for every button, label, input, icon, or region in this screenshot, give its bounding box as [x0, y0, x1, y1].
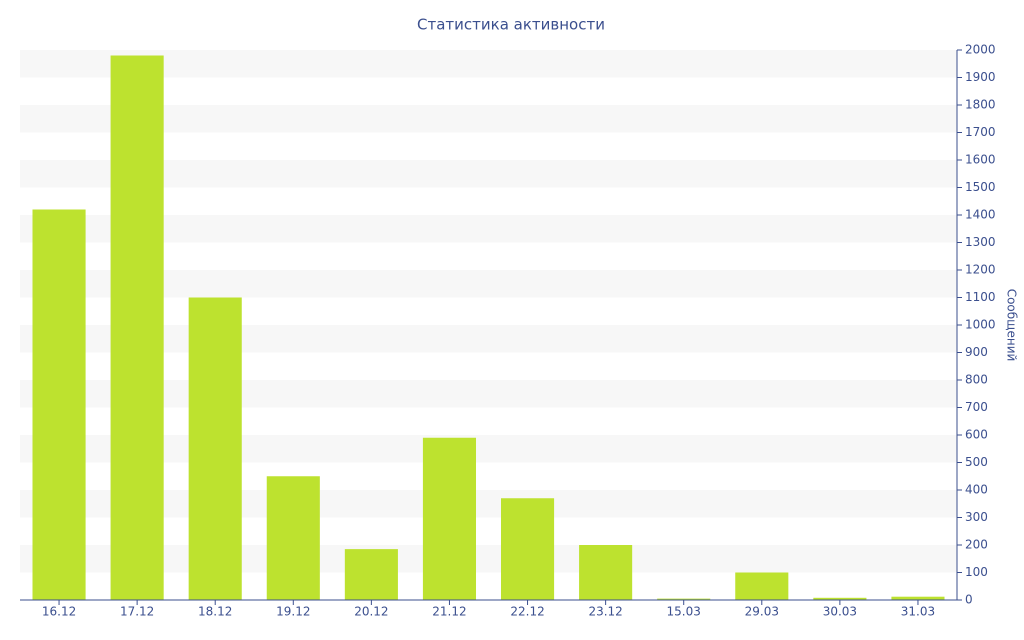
x-tick-label: 23.12 [588, 605, 622, 619]
bar [266, 476, 320, 600]
bar [813, 597, 867, 600]
grid-band [20, 435, 957, 463]
bar [344, 549, 398, 600]
grid-band [20, 490, 957, 518]
x-tick-label: 30.03 [823, 605, 857, 619]
y-tick-label: 1900 [965, 70, 996, 84]
x-tick-label: 17.12 [120, 605, 154, 619]
bar [579, 545, 633, 600]
grid-band [20, 270, 957, 298]
y-tick-label: 100 [965, 565, 988, 579]
x-tick-label: 20.12 [354, 605, 388, 619]
y-tick-label: 1600 [965, 153, 996, 167]
x-tick-label: 16.12 [42, 605, 76, 619]
bar [422, 437, 477, 600]
bar [188, 297, 242, 600]
y-tick-label: 1700 [965, 125, 996, 139]
grid-band [20, 380, 957, 408]
y-tick-label: 200 [965, 538, 988, 552]
y-tick-label: 1800 [965, 98, 996, 112]
y-tick-label: 900 [965, 345, 988, 359]
x-tick-label: 15.03 [667, 605, 701, 619]
y-tick-label: 300 [965, 510, 988, 524]
bar [32, 209, 86, 600]
bar [891, 596, 945, 600]
grid-band [20, 545, 957, 573]
y-tick-label: 1300 [965, 235, 996, 249]
grid-band [20, 105, 957, 133]
y-tick-label: 1100 [965, 290, 996, 304]
y-tick-label: 2000 [965, 43, 996, 57]
bar [500, 498, 555, 600]
x-tick-label: 31.03 [901, 605, 935, 619]
y-tick-label: 700 [965, 400, 988, 414]
bar [110, 55, 164, 600]
grid-band [20, 215, 957, 243]
grid-band [20, 325, 957, 353]
y-tick-label: 0 [965, 593, 973, 607]
bar [657, 598, 711, 600]
y-tick-label: 400 [965, 483, 988, 497]
x-tick-label: 21.12 [432, 605, 466, 619]
grid-band [20, 160, 957, 188]
x-tick-label: 29.03 [745, 605, 779, 619]
chart-title: Статистика активности [417, 16, 605, 34]
y-tick-label: 1400 [965, 208, 996, 222]
y-tick-label: 800 [965, 373, 988, 387]
y-tick-label: 500 [965, 455, 988, 469]
x-tick-label: 19.12 [276, 605, 310, 619]
y-tick-label: 1500 [965, 180, 996, 194]
y-tick-label: 600 [965, 428, 988, 442]
x-tick-label: 18.12 [198, 605, 232, 619]
grid-band [20, 50, 957, 78]
y-axis-label: Сообщений [1005, 289, 1019, 362]
bar [735, 572, 789, 600]
x-tick-label: 22.12 [510, 605, 544, 619]
y-tick-label: 1200 [965, 263, 996, 277]
y-tick-label: 1000 [965, 318, 996, 332]
